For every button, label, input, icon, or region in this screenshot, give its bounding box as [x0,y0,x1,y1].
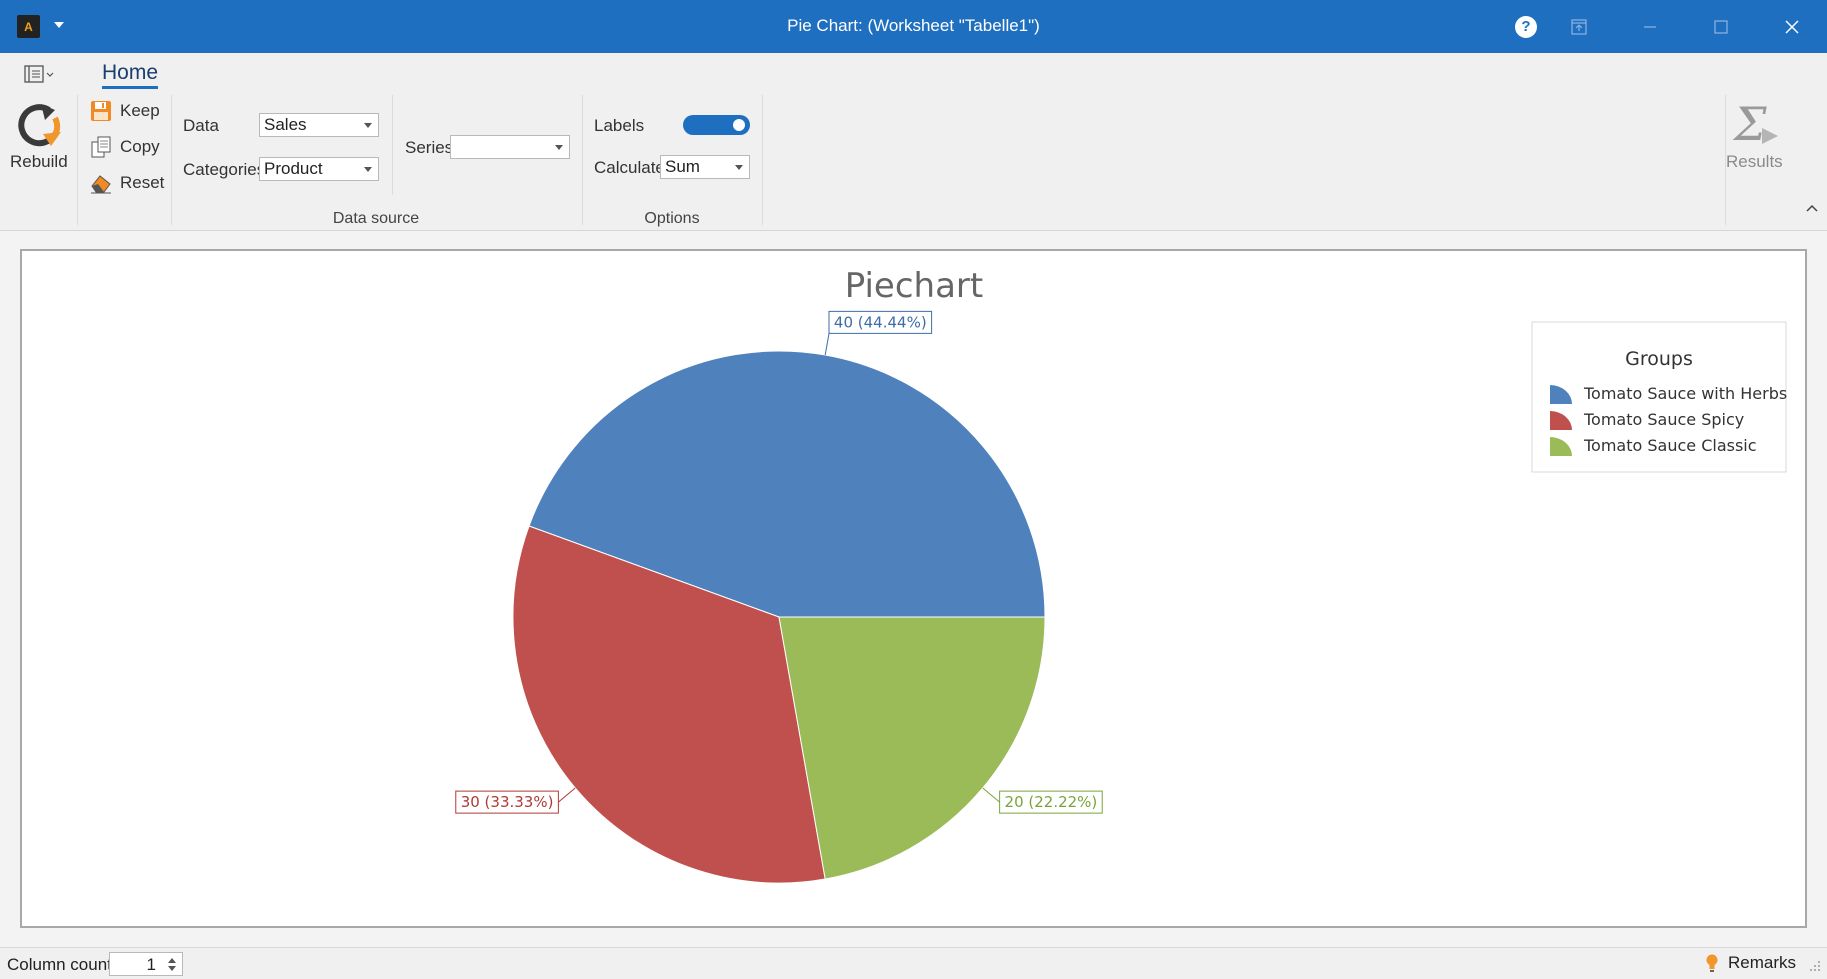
minimize-icon [1644,25,1656,28]
rebuild-label: Rebuild [10,152,68,171]
chart-title: Piechart [845,266,984,306]
options-group-label: Options [644,210,700,227]
legend-item-label: Tomato Sauce Spicy [1583,410,1744,429]
data-source-group-label: Data source [332,210,420,227]
window-title: Pie Chart: (Worksheet "Tabelle1") [787,16,1040,35]
series-label: Series [405,138,454,157]
data-label: 40 (44.44%) [834,313,927,331]
reset-button[interactable]: Reset [90,172,164,194]
help-icon: ? [1515,15,1537,38]
categories-combobox-value: Product [264,159,323,178]
maximize-icon [1714,19,1728,34]
legend-item-label: Tomato Sauce Classic [1583,436,1757,455]
quick-access-dropdown-icon[interactable] [54,22,64,28]
calculate-combobox-value: Sum [665,157,700,176]
ribbon-separator [1725,95,1726,225]
column-count-stepper[interactable]: 1 [109,952,183,976]
data-label-box [455,790,559,814]
reset-label: Reset [120,173,165,192]
legend-swatch [1550,385,1572,404]
sigma-icon: Σ [1732,100,1779,151]
calculate-label: Calculate [594,158,665,177]
labels-label: Labels [594,116,645,135]
chevron-down-icon [364,167,372,172]
collapse-ribbon-icon[interactable] [1805,203,1819,213]
legend-title: Groups [1625,348,1693,370]
data-label: 30 (33.33%) [461,793,554,811]
resize-grip-icon[interactable] [1809,960,1821,972]
categories-label: Categories [183,160,266,179]
results-button[interactable]: Σ Results [1726,100,1783,172]
results-label: Results [1726,152,1783,171]
stepper-down-icon[interactable] [168,966,176,971]
minimize-button[interactable] [1622,0,1678,53]
eraser-icon [91,175,111,194]
tab-home[interactable]: Home [102,61,159,89]
chevron-down-icon [735,165,743,170]
remarks-button[interactable]: Remarks [1706,953,1796,973]
legend-item-label: Tomato Sauce with Herbs [1583,384,1787,403]
data-label-box [999,790,1103,814]
chevron-down-icon [364,123,372,128]
legend-swatch [1550,437,1572,456]
stepper-up-icon[interactable] [168,958,176,963]
file-menu-button[interactable] [24,64,56,89]
labels-toggle[interactable] [683,115,750,135]
data-label-leader [558,787,576,803]
data-label-leader [982,787,1000,803]
title-bar: A Pie Chart: (Worksheet "Tabelle1") ? [0,0,1827,53]
save-icon [91,101,111,121]
column-count-value: 1 [146,955,156,974]
ribbon-display-icon [1571,18,1587,35]
rebuild-button[interactable]: Rebuild [10,100,68,172]
chart-legend: Groups Tomato Sauce with Herbs Tomato Sau… [1531,321,1787,473]
pie-chart: Piechart 40 (44.44%) 30 (33.33%) 20 (22.22… [455,266,1787,884]
legend-swatch [1550,411,1572,430]
pie-slice[interactable] [528,350,1046,618]
chart-panel: Piechart 40 (44.44%) 30 (33.33%) 20 (22.22… [20,249,1807,928]
file-menu-icon [24,65,54,83]
ribbon-separator [171,95,172,225]
pie-slice[interactable] [512,525,826,884]
copy-button[interactable]: Copy [90,136,160,158]
chevron-down-icon [555,145,563,150]
lightbulb-icon [1706,954,1718,972]
app-logo-icon[interactable]: A [17,15,40,38]
ribbon-separator [77,95,78,225]
categories-combobox[interactable]: Product [259,157,379,181]
keep-label: Keep [120,101,160,120]
copy-label: Copy [120,137,160,156]
ribbon-separator [582,95,583,225]
calculate-combobox[interactable]: Sum [660,155,750,179]
keep-button[interactable]: Keep [90,100,160,122]
data-label-leader [824,333,830,356]
data-combobox[interactable]: Sales [259,113,379,137]
ribbon-separator [392,95,393,195]
column-count-label: Column count [7,955,112,974]
ribbon: Home Rebuild Keep Copy [0,53,1827,231]
ribbon-separator [762,95,763,225]
close-button[interactable] [1764,0,1820,53]
toggle-knob [733,119,745,131]
data-combobox-value: Sales [264,115,307,134]
maximize-button[interactable] [1693,0,1749,53]
data-label-box [828,310,933,334]
data-label: Data [183,116,219,135]
data-label: 20 (22.22%) [1005,793,1098,811]
svg-text:Σ: Σ [1732,100,1767,151]
help-button[interactable]: ? [1498,0,1554,53]
copy-icon [91,136,111,158]
pie-slice[interactable] [778,616,1046,880]
series-combobox[interactable] [450,135,570,159]
status-bar: Column count 1 Remarks [0,947,1827,979]
restore-ribbon-button[interactable] [1551,0,1607,53]
remarks-label: Remarks [1728,953,1797,972]
rebuild-icon [18,104,61,147]
close-icon [1785,19,1799,34]
